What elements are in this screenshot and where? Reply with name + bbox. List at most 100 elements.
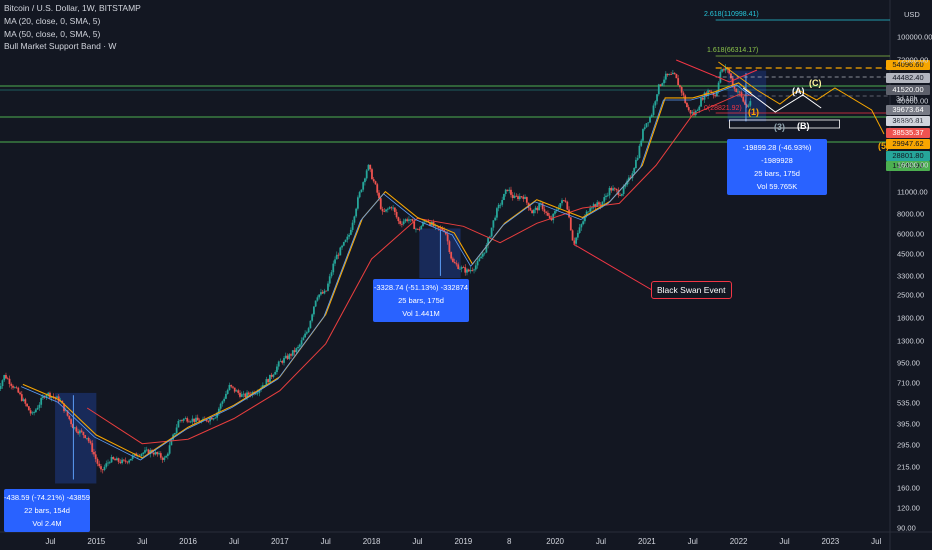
candle-body-357 [622, 186, 625, 194]
candle-body-391 [682, 92, 685, 96]
candle-body-77 [130, 458, 132, 461]
legend-ma50: MA (50, close, 0, SMA, 5) [4, 29, 101, 39]
candle-body-11 [13, 387, 16, 389]
candle-body-5 [3, 375, 6, 381]
candle-body-297 [517, 196, 519, 200]
candle-body-17 [24, 399, 27, 404]
candle-body-163 [281, 360, 284, 363]
candle-body-155 [267, 379, 270, 383]
price-tag-7: 29947.62 [886, 139, 930, 149]
candle-body-154 [265, 379, 268, 386]
y-tick-label: 40000.00 [897, 96, 929, 106]
candle-body-233 [404, 219, 407, 222]
candle-body-243 [422, 222, 424, 227]
candle-body-268 [466, 269, 468, 273]
candle-body-184 [318, 294, 321, 298]
candle-body-126 [216, 412, 219, 418]
ma20-line [22, 82, 752, 459]
candle-body-409 [714, 95, 717, 97]
candle-body-412 [719, 71, 722, 83]
candle-body-57 [94, 454, 97, 460]
candle-body-255 [443, 230, 446, 232]
candle-body-208 [360, 189, 363, 193]
measure-3-line1: -19899.28 (-46.93%) -1989928 [742, 143, 812, 165]
candle-body-200 [346, 236, 349, 240]
x-tick-label: Jul [871, 537, 882, 546]
y-tick-label: 72000.00 [897, 55, 929, 65]
candle-body-188 [325, 290, 328, 292]
candle-body-309 [538, 204, 541, 211]
candle-body-417 [728, 69, 731, 74]
candle-body-49 [80, 430, 83, 432]
candle-body-164 [283, 358, 285, 363]
candle-body-162 [279, 360, 282, 362]
x-tick-label: 2017 [270, 537, 289, 546]
candle-body-347 [605, 195, 607, 198]
candle-body-273 [474, 265, 477, 270]
candle-body-40 [64, 410, 67, 412]
candle-body-279 [485, 245, 488, 253]
candle-body-95 [161, 457, 164, 460]
y-tick-label: 395.00 [897, 419, 920, 429]
candle-body-66 [110, 456, 113, 463]
candle-body-131 [225, 393, 227, 399]
candle-body-216 [374, 181, 377, 185]
measure-1-line1: -438.59 (-74.21%) -43859 [4, 493, 90, 502]
x-tick-label: 2023 [821, 537, 840, 546]
candle-body-330 [575, 237, 577, 244]
candle-body-13 [17, 387, 20, 393]
candle-body-368 [642, 129, 644, 141]
candle-body-335 [583, 215, 586, 222]
candle-body-130 [223, 398, 226, 402]
range-box [729, 119, 840, 129]
candle-body-260 [452, 258, 454, 262]
candle-body-302 [525, 197, 528, 203]
candle-body-16 [22, 399, 25, 401]
candle-body-389 [679, 85, 681, 88]
candle-body-257 [446, 234, 449, 242]
x-tick-label: Jul [412, 537, 423, 546]
candle-body-226 [392, 207, 394, 209]
candle-body-24 [36, 407, 39, 410]
candle-body-166 [286, 355, 289, 359]
candle-body-295 [513, 195, 516, 199]
candle-body-56 [93, 452, 95, 455]
y-tick-label: 1800.00 [897, 313, 925, 323]
candle-body-429 [749, 101, 752, 106]
candle-body-33 [52, 396, 55, 398]
candle-body-206 [356, 197, 359, 209]
candle-body-307 [534, 207, 537, 210]
candle-body-142 [244, 393, 247, 398]
candle-body-271 [471, 270, 474, 271]
candle-body-93 [158, 453, 160, 455]
candle-body-183 [316, 297, 319, 301]
x-tick-label: 2022 [729, 537, 748, 546]
black-swan-callout[interactable]: Black Swan Event [651, 281, 732, 299]
candle-body-263 [457, 264, 460, 269]
candle-body-114 [195, 417, 197, 422]
candle-body-221 [383, 211, 386, 213]
candle-body-124 [212, 418, 215, 420]
candle-body-395 [689, 110, 692, 114]
candle-body-325 [566, 201, 569, 210]
candle-body-68 [114, 459, 116, 461]
measure-3-line2: 25 bars, 175d [754, 169, 800, 178]
candle-body-337 [587, 211, 590, 213]
y-tick-label: 1300.00 [897, 336, 925, 346]
candle-body-213 [369, 164, 372, 170]
candle-body-176 [304, 333, 307, 338]
candle-body-318 [554, 211, 556, 214]
candle-body-229 [397, 217, 400, 222]
candle-body-311 [541, 203, 544, 210]
candle-body-159 [274, 372, 277, 375]
candle-body-198 [342, 242, 345, 246]
candle-body-194 [335, 254, 338, 260]
candle-body-3 [0, 386, 2, 389]
candle-body-106 [181, 420, 183, 421]
candle-body-52 [86, 437, 88, 439]
y-tick-label: 11000.00 [897, 187, 928, 197]
candle-body-150 [258, 389, 261, 393]
candle-body-22 [33, 412, 36, 413]
candle-body-215 [372, 179, 375, 182]
